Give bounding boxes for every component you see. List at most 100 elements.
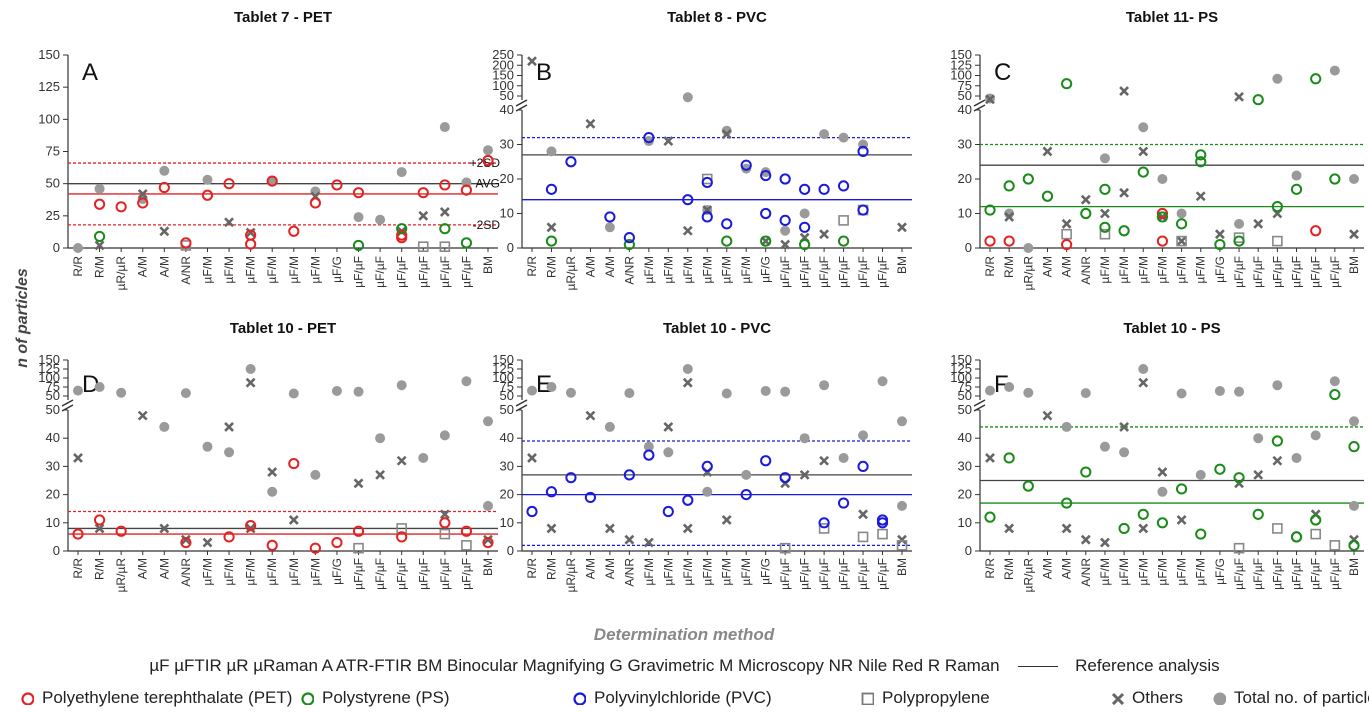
point-others xyxy=(137,410,148,421)
point-total xyxy=(1272,380,1283,391)
point-pvc xyxy=(565,472,577,484)
point-others xyxy=(396,455,407,466)
point-total xyxy=(858,430,869,441)
y-tick-label: 0 xyxy=(507,240,514,255)
point-total xyxy=(439,430,450,441)
y-tick-label: 75 xyxy=(46,379,60,394)
category-label: µF/µF xyxy=(352,256,366,288)
panel-letter: D xyxy=(82,371,99,398)
y-tick-label: 150 xyxy=(492,352,514,367)
point-total xyxy=(73,385,83,396)
point-polypropylene xyxy=(1272,235,1283,247)
category-label: µF/µF xyxy=(778,558,792,590)
point-ps xyxy=(1329,173,1341,185)
point-ps xyxy=(1156,517,1169,529)
point-others xyxy=(288,515,299,525)
y-tick-label: 50 xyxy=(500,388,514,403)
point-others xyxy=(1004,212,1015,222)
panel-title: Tablet 11- PS xyxy=(1126,9,1218,26)
point-polypropylene xyxy=(1310,528,1321,540)
point-pvc xyxy=(857,204,869,216)
axis-break-mark xyxy=(61,399,74,407)
point-total xyxy=(546,382,557,392)
point-ps xyxy=(1214,238,1226,251)
point-others xyxy=(439,207,450,217)
point-total xyxy=(1291,170,1302,181)
point-others xyxy=(159,523,170,534)
point-total xyxy=(418,452,429,463)
point-others xyxy=(663,136,674,146)
panel-title: Tablet 7 - PET xyxy=(234,9,332,26)
category-label: µF/G xyxy=(1213,256,1227,283)
point-others xyxy=(1119,187,1130,198)
y-tick-label: 50 xyxy=(46,176,60,191)
y-tick-label: 100 xyxy=(38,111,60,126)
point-others xyxy=(1061,523,1072,534)
panel-letter: E xyxy=(536,371,552,398)
legend-marker-pvc xyxy=(573,692,586,705)
category-label: µF/M xyxy=(1155,558,1169,586)
point-pet xyxy=(288,457,300,470)
point-others xyxy=(643,537,654,548)
y-tick-label: 40 xyxy=(500,430,514,445)
category-label: µF/G xyxy=(1213,558,1227,585)
axis-break-gap xyxy=(976,100,984,110)
category-label: BM xyxy=(895,256,909,274)
point-pet xyxy=(331,536,343,549)
category-label: A/M xyxy=(603,558,617,579)
point-others xyxy=(604,523,615,534)
point-polypropylene xyxy=(818,523,830,534)
y-tick-label: 0 xyxy=(53,240,60,255)
axis-break-gap xyxy=(518,400,526,410)
point-total xyxy=(546,146,557,157)
point-pet xyxy=(331,179,343,191)
category-label: µF/µF xyxy=(876,558,890,590)
category-label: µF/µF xyxy=(817,558,831,590)
panel-letter: F xyxy=(994,371,1009,398)
category-label: A/M xyxy=(1040,558,1054,579)
point-ps xyxy=(1252,508,1264,520)
category-label: µF/G xyxy=(330,558,344,585)
point-total xyxy=(1023,387,1034,398)
category-label: µF/M xyxy=(1136,558,1150,586)
point-pvc xyxy=(779,472,791,484)
point-others xyxy=(353,478,364,489)
point-ps xyxy=(1348,441,1360,453)
point-pet xyxy=(1003,235,1015,247)
category-label: µF/M xyxy=(265,256,279,284)
point-polypropylene xyxy=(857,531,869,543)
point-total xyxy=(877,376,888,387)
category-label: µR/µR xyxy=(1021,558,1035,593)
point-pvc xyxy=(818,183,830,195)
category-label: R/R xyxy=(71,256,85,277)
point-pvc xyxy=(643,449,655,461)
category-label: µF/µF xyxy=(1309,558,1323,590)
point-pet xyxy=(984,235,996,247)
y-tick-label: 125 xyxy=(950,57,972,72)
category-label: µF/M xyxy=(244,558,258,586)
point-pet xyxy=(93,514,106,526)
point-others xyxy=(1061,218,1072,229)
point-total xyxy=(483,500,493,511)
point-total xyxy=(565,387,576,398)
category-label: µF/M xyxy=(222,558,236,586)
panel-title: Tablet 10 - PS xyxy=(1123,320,1220,337)
point-ps xyxy=(1233,472,1245,484)
category-label: µR/µR xyxy=(564,256,578,291)
point-polypropylene xyxy=(461,540,472,551)
point-others xyxy=(483,534,493,545)
category-label: µF/µF xyxy=(817,256,831,288)
point-total xyxy=(1176,208,1187,219)
reference-label: Reference analysis xyxy=(1075,656,1220,675)
category-label: µF/M xyxy=(287,558,301,586)
point-total xyxy=(682,92,693,103)
point-total xyxy=(1099,153,1110,164)
point-polypropylene xyxy=(896,540,908,551)
point-pvc xyxy=(721,218,733,230)
point-pet xyxy=(1061,238,1073,251)
point-pet xyxy=(137,197,149,209)
point-ps xyxy=(1061,497,1073,509)
category-label: µF/µF xyxy=(459,256,473,288)
y-tick-label: 150 xyxy=(950,47,972,62)
